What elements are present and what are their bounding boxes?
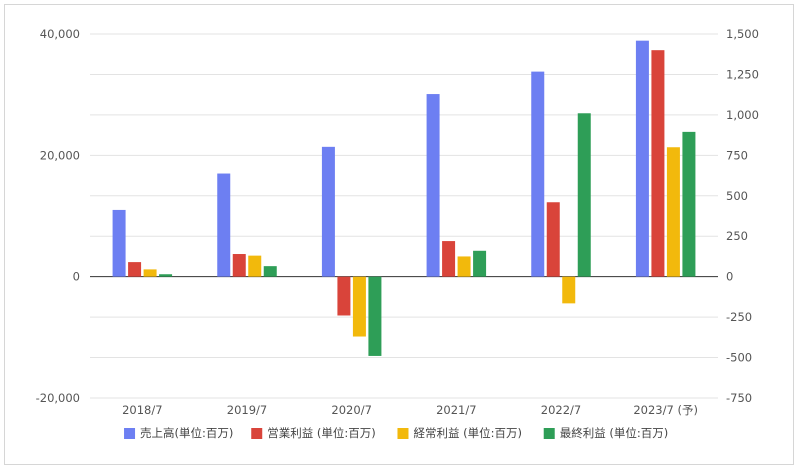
right-axis-tick-label: -750 — [726, 391, 752, 405]
left-axis-tick-label: -20,000 — [36, 391, 80, 405]
right-axis-tick-label: 1,250 — [726, 67, 759, 81]
bar-1-5 — [531, 71, 545, 277]
bar-4-5 — [577, 113, 591, 277]
right-axis-tick-label: 1,500 — [726, 27, 759, 41]
bar-2-3 — [337, 276, 351, 316]
bar-4-4 — [473, 250, 487, 277]
bar-3-3 — [352, 276, 366, 337]
bar-2-5 — [546, 202, 560, 277]
right-axis-tick-label: 250 — [726, 229, 748, 243]
bar-3-2 — [248, 255, 262, 277]
category-label: 2021/7 — [436, 403, 476, 417]
bar-3-1 — [143, 269, 157, 277]
bar-2-6 — [651, 50, 665, 277]
bar-2-4 — [442, 241, 456, 277]
left-axis-tick-label: 0 — [73, 270, 80, 284]
legend-swatch — [397, 428, 409, 439]
category-label: 2019/7 — [227, 403, 267, 417]
bar-1-3 — [321, 146, 335, 277]
legend-label: 営業利益 (単位:百万) — [267, 426, 376, 440]
bar-1-6 — [635, 40, 649, 277]
legend-swatch — [251, 428, 263, 439]
bar-3-5 — [562, 276, 576, 304]
bar-2-2 — [232, 254, 246, 277]
category-label: 2020/7 — [331, 403, 371, 417]
right-axis-tick-label: -500 — [726, 351, 752, 365]
bar-2-1 — [128, 262, 142, 277]
legend-label: 売上高(単位:百万) — [140, 426, 233, 440]
bar-4-2 — [263, 266, 277, 277]
category-label: 2023/7 (予) — [633, 403, 698, 417]
right-axis-tick-label: -250 — [726, 310, 752, 324]
legend-swatch — [124, 428, 136, 439]
right-axis-tick-label: 0 — [726, 270, 733, 284]
bar-1-2 — [217, 173, 231, 277]
bar-3-6 — [666, 147, 680, 277]
category-label: 2022/7 — [541, 403, 581, 417]
bar-4-3 — [368, 276, 382, 356]
bar-4-6 — [682, 131, 696, 277]
bar-1-4 — [426, 94, 440, 277]
category-label: 2018/7 — [122, 403, 162, 417]
legend-swatch — [543, 428, 555, 439]
right-axis-tick-label: 1,000 — [726, 108, 759, 122]
legend-label: 経常利益 (単位:百万) — [413, 426, 522, 440]
left-axis-tick-label: 20,000 — [40, 148, 80, 162]
bar-4-1 — [159, 274, 173, 277]
left-axis-tick-label: 40,000 — [40, 27, 80, 41]
legend-label: 最終利益 (単位:百万) — [560, 426, 669, 440]
bar-1-1 — [112, 209, 126, 277]
right-axis-tick-label: 750 — [726, 148, 748, 162]
right-axis-tick-label: 500 — [726, 189, 748, 203]
bar-3-4 — [457, 256, 471, 277]
